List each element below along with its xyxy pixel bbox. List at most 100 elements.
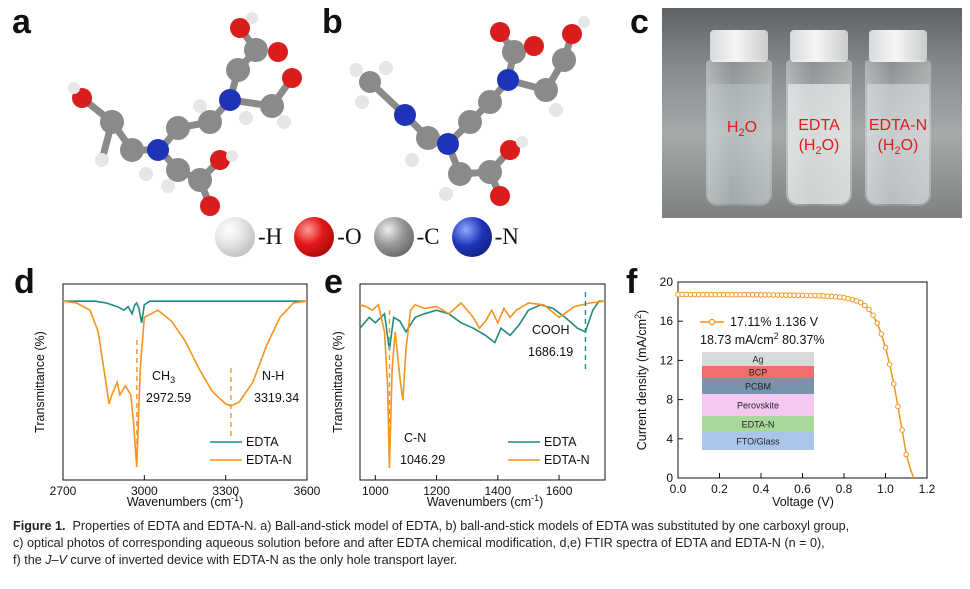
vial-label-edta: EDTA (H2O) — [798, 117, 840, 158]
caption-line-1: Properties of EDTA and EDTA-N. a) Ball-a… — [72, 519, 850, 533]
x-tick-label: 1600 — [546, 484, 573, 498]
series-line-edta-n — [359, 300, 606, 468]
jv-marker — [866, 306, 872, 313]
y-tick-label: 12 — [660, 353, 674, 367]
jv-marker — [886, 361, 893, 368]
y-tick-label: 16 — [660, 314, 674, 328]
y-tick-label: 0 — [666, 471, 673, 485]
legend-marker-jv — [708, 318, 716, 326]
panel-label-a: a — [12, 3, 31, 41]
x-tick-label: 0.2 — [711, 482, 728, 496]
annotation-cn-value: 1046.29 — [400, 453, 445, 467]
x-axis-label-e: Wavenumbers (cm-1) — [427, 493, 544, 509]
atom-legend-o-label: -O — [337, 224, 362, 249]
x-tick-label: 3600 — [294, 484, 320, 498]
stack-layer-fto-glass — [702, 432, 814, 450]
x-tick-label: 0.0 — [670, 482, 687, 496]
x-tick-label: 3000 — [131, 484, 158, 498]
x-axis-label-d: Wavenumbers (cm-1) — [127, 493, 244, 509]
atom-legend: -H -O -C -N — [215, 214, 531, 260]
atom-legend-h: -H — [215, 217, 282, 257]
legend-label-edta-n: EDTA-N — [544, 453, 590, 467]
edta-molecule-model — [68, 12, 302, 216]
x-tick-label: 0.8 — [836, 482, 853, 496]
stack-layer-bcp — [702, 366, 814, 378]
series-line-edta-n — [62, 300, 308, 468]
chart-e-frame — [359, 283, 606, 481]
jv-marker — [899, 427, 905, 433]
panel-label-b: b — [322, 3, 343, 41]
x-tick-label: 2700 — [50, 484, 77, 498]
stack-layer-label: FTO/Glass — [736, 437, 780, 447]
legend-label-edta-n: EDTA-N — [246, 453, 292, 467]
panel-label-d: d — [14, 263, 35, 301]
annotation-nh-label: N-H — [262, 369, 284, 383]
jv-marker — [874, 320, 880, 326]
ftir-chart-d: 2700 3000 3300 3600 CH3 2972.59 N-H 3319.34… — [33, 283, 320, 509]
annotation-cooh-value: 1686.19 — [528, 345, 573, 359]
hydrogen-ball-icon — [215, 217, 255, 257]
series-line-edta — [359, 300, 605, 351]
x-tick-label: 3300 — [212, 484, 239, 498]
jv-marker — [861, 302, 868, 309]
vial-edta — [786, 30, 852, 206]
series-line-edta — [63, 300, 307, 323]
stack-layer-edta-n — [702, 416, 814, 432]
vials-photo: H2O EDTA (H2O) EDTA-N (H2O) — [662, 8, 962, 218]
jv-marker — [882, 344, 889, 351]
caption-label: Figure 1. — [13, 519, 66, 533]
jv-marker — [891, 381, 897, 387]
annotation-ch3-label: CH3 — [152, 369, 175, 385]
x-tick-label: 1.2 — [919, 482, 936, 496]
atom-legend-c-label: -C — [416, 224, 440, 249]
annotation-cooh-label: COOH — [532, 323, 570, 337]
caption-line-3: f) the J–V curve of inverted device with… — [13, 553, 458, 567]
figure-caption: Figure 1. Properties of EDTA and EDTA-N.… — [13, 518, 963, 569]
nitrogen-ball-icon — [451, 217, 492, 257]
legend-label-edta: EDTA — [544, 435, 577, 449]
stack-layer-label: Perovskite — [737, 401, 779, 411]
oxygen-ball-icon — [294, 217, 335, 257]
jv-marker — [870, 312, 876, 319]
panel-label-e: e — [324, 263, 343, 301]
atom-legend-c: -C — [373, 217, 440, 257]
stack-layer-label: BCP — [749, 368, 768, 378]
x-tick-label: 0.4 — [753, 482, 770, 496]
vial-label-water: H2O — [726, 119, 758, 140]
legend-label-jv-line2: 18.73 mA/cm2 80.37% — [700, 331, 825, 347]
atom-legend-n-label: -N — [494, 224, 519, 249]
legend-label-jv-line1: 17.11% 1.136 V — [730, 315, 819, 329]
y-tick-label: 20 — [660, 275, 674, 289]
legend-label-edta: EDTA — [246, 435, 279, 449]
vial-label-edta-n: EDTA-N (H2O) — [868, 117, 928, 158]
atom-legend-h-label: -H — [258, 224, 283, 249]
stack-layer-label: Ag — [752, 355, 763, 365]
annotation-ch3-value: 2972.59 — [146, 391, 191, 405]
x-tick-label: 1400 — [484, 484, 511, 498]
atom-legend-o: -O — [294, 217, 362, 257]
vial-edta-n — [865, 30, 931, 206]
carbon-ball-icon — [373, 217, 414, 257]
jv-chart-f: 0.0 0.2 0.4 0.6 0.8 1.0 1.2 0 4 8 12 16 20 Ag BCP PCBM… — [633, 275, 936, 509]
jv-marker — [857, 299, 864, 306]
y-axis-label-e: Transmittance (%) — [331, 331, 345, 433]
jv-marker — [878, 331, 885, 337]
y-tick-label: 8 — [666, 393, 673, 407]
x-tick-label: 0.6 — [794, 482, 811, 496]
vial-water — [706, 30, 772, 206]
stack-layer-ag — [702, 352, 814, 366]
x-tick-label: 1000 — [362, 484, 389, 498]
panel-label-c: c — [630, 3, 649, 41]
stack-layer-perovskite — [702, 394, 814, 416]
edta-n-molecule-model — [350, 16, 590, 206]
jv-marker — [903, 451, 910, 458]
y-axis-label-d: Transmittance (%) — [33, 331, 47, 433]
y-tick-label: 4 — [666, 432, 673, 446]
caption-line-2: c) optical photos of corresponding aqueo… — [13, 536, 825, 550]
x-axis-label-f: Voltage (V) — [772, 495, 834, 509]
x-tick-label: 1200 — [423, 484, 450, 498]
atom-legend-n: -N — [451, 217, 519, 257]
x-tick-label: 1.0 — [877, 482, 894, 496]
stack-layer-label: PCBM — [745, 382, 771, 392]
annotation-cn-label: C-N — [404, 431, 426, 445]
